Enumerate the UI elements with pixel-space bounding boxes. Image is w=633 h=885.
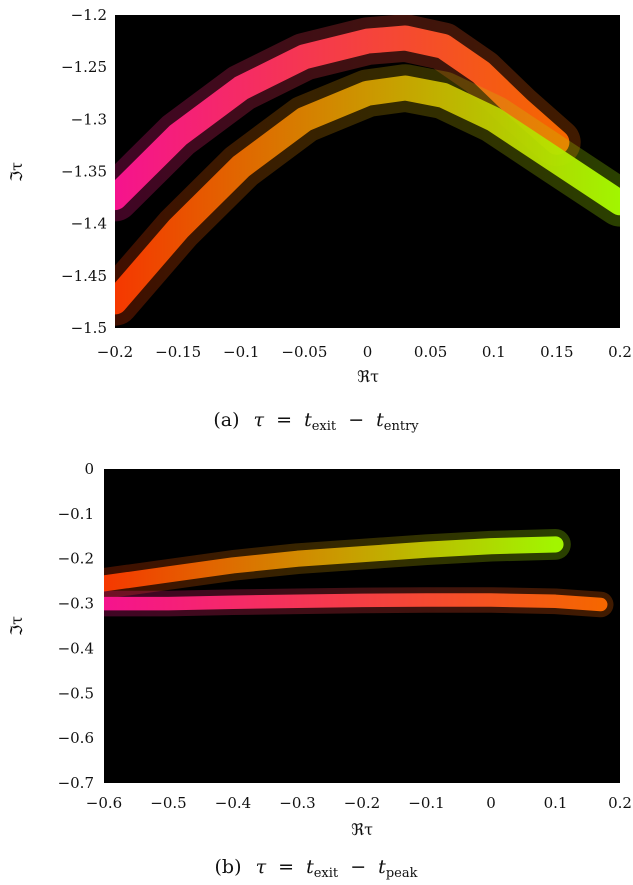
y-tick-label: −0.1 [58, 505, 94, 523]
series-band [104, 593, 608, 612]
caption-a-t1: t [304, 409, 312, 431]
x-tick-label: 0 [486, 794, 496, 812]
x-tick-label: −0.2 [97, 343, 133, 361]
x-tick-label: −0.4 [215, 794, 251, 812]
series-band [115, 75, 620, 315]
x-tick-label: 0.05 [414, 343, 447, 361]
series-band [104, 536, 564, 592]
plot-b-y-label: ℑτ [7, 616, 26, 636]
panel-b: −0.6 −0.5 −0.4 −0.3 −0.2 −0.1 0 0.1 0.2 0−0.1−0.… [7, 460, 632, 882]
y-tick-label: −1.2 [71, 6, 107, 24]
x-tick-label: −0.05 [281, 343, 327, 361]
plot-a-y-label: ℑτ [7, 162, 26, 182]
caption-b-sub1: exit [314, 866, 339, 881]
y-tick-label: −0.4 [58, 639, 94, 657]
x-tick-label: −0.6 [86, 794, 122, 812]
y-tick-label: −1.4 [71, 215, 107, 233]
x-tick-label: −0.5 [150, 794, 186, 812]
x-tick-label: 0.1 [544, 794, 568, 812]
caption-a-minus: − [348, 409, 364, 431]
x-tick-label: −0.1 [408, 794, 444, 812]
x-tick-label: −0.15 [155, 343, 201, 361]
plot-b-x-ticks: −0.6 −0.5 −0.4 −0.3 −0.2 −0.1 0 0.1 0.2 [86, 794, 632, 812]
y-tick-label: −1.5 [71, 319, 107, 337]
plot-a-series [115, 15, 620, 326]
plot-a-y-ticks: −1.2 −1.25 −1.3 −1.35 −1.4 −1.45 −1.5 [61, 6, 107, 337]
caption-a-label: (a) [213, 409, 239, 431]
x-tick-label: 0.2 [608, 343, 632, 361]
x-tick-label: 0 [363, 343, 373, 361]
x-tick-label: 0.1 [482, 343, 506, 361]
y-tick-label: −0.7 [58, 774, 94, 792]
y-tick-label: −0.3 [58, 595, 94, 613]
plot-b-background [104, 469, 620, 783]
caption-a-eq: = [276, 409, 292, 431]
caption-b-label: (b) [215, 856, 242, 878]
x-tick-label: −0.1 [223, 343, 259, 361]
x-tick-label: 0.2 [608, 794, 632, 812]
x-tick-label: 0.15 [540, 343, 573, 361]
y-tick-label: −0.6 [58, 729, 94, 747]
series-band [115, 25, 570, 211]
caption-a-sub1: exit [312, 419, 337, 434]
y-tick-label: −0.5 [58, 684, 94, 702]
caption-b: (b) τ = texit − tpeak [215, 856, 418, 882]
plot-b-y-ticks: 0 −0.1 −0.2 −0.3 −0.4 −0.5 −0.6 −0.7 [58, 460, 94, 792]
y-tick-label: −1.25 [61, 58, 107, 76]
y-tick-label: −1.45 [61, 267, 107, 285]
x-tick-label: −0.2 [344, 794, 380, 812]
caption-b-eq: = [278, 856, 294, 878]
x-tick-label: −0.3 [279, 794, 315, 812]
caption-b-minus: − [350, 856, 366, 878]
plot-a-x-ticks: −0.2 −0.15 −0.1 −0.05 0 0.05 0.1 0.15 0.2 [97, 343, 632, 361]
y-tick-label: −0.2 [58, 550, 94, 568]
caption-b-tau: τ [256, 856, 267, 878]
caption-a-sub2: entry [384, 419, 420, 434]
caption-b-t2: t [378, 856, 386, 878]
plot-b-x-label: ℜτ [351, 820, 373, 839]
caption-b-t1: t [306, 856, 314, 878]
caption-b-sub2: peak [386, 866, 418, 881]
caption-a-tau: τ [254, 409, 265, 431]
caption-a: (a) τ = texit − tentry [213, 409, 419, 435]
y-tick-label: −1.3 [71, 110, 107, 128]
plot-b-series [104, 529, 614, 618]
y-tick-label: −1.35 [61, 163, 107, 181]
plot-a-x-label: ℜτ [357, 367, 379, 386]
panel-a: −0.2 −0.15 −0.1 −0.05 0 0.05 0.1 0.15 0.2 −1.2−1… [7, 6, 632, 435]
y-tick-label: 0 [84, 460, 94, 478]
caption-a-t2: t [376, 409, 384, 431]
